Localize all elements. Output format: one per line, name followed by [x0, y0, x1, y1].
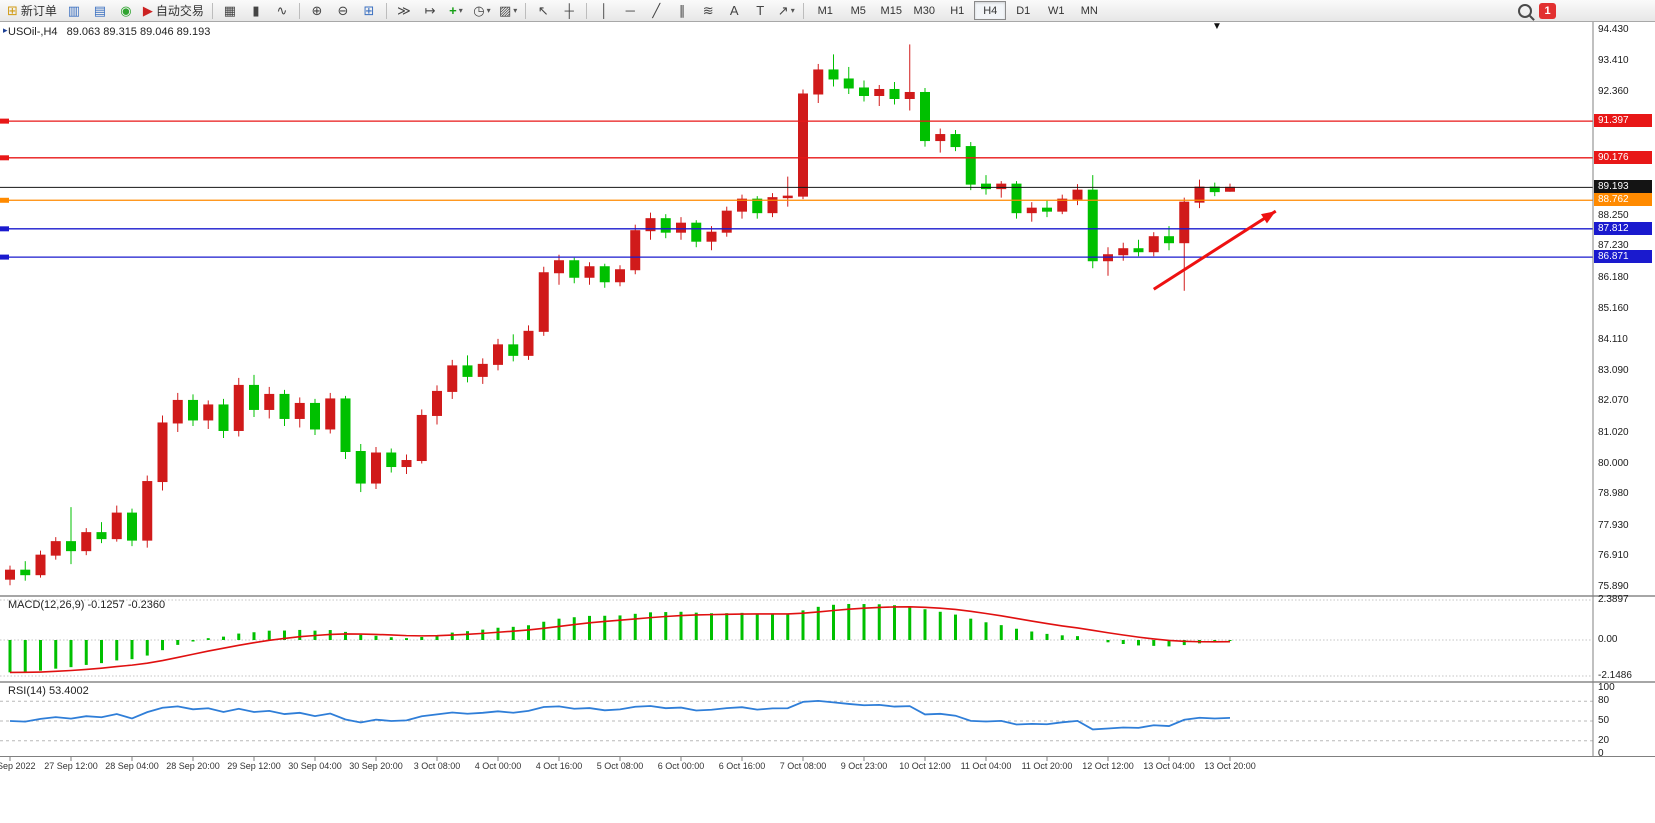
horizontal-line-icon: ─ — [625, 3, 635, 18]
data-window-button[interactable]: ▤ — [88, 1, 112, 21]
dropdown-caret-icon: ▾ — [513, 6, 518, 15]
trendline-icon: ╱ — [652, 3, 661, 18]
auto-scroll-icon: ≫ — [397, 3, 411, 18]
toolbar: ⊞ 新订单 ▥ ▤ ◉ ▶ 自动交易 ▦ ▮ ∿ ⊕ ⊖ ⊞ ≫ ↦ + ▾ ◷… — [0, 0, 1655, 22]
text-label-button[interactable]: T — [748, 1, 772, 21]
periods-clock-icon: ◷ — [473, 3, 485, 18]
chart-window — [0, 22, 1655, 823]
crosshair-button[interactable]: ┼ — [557, 1, 581, 21]
price-axis[interactable] — [1594, 22, 1655, 756]
cursor-button[interactable]: ↖ — [531, 1, 555, 21]
toolbar-separator — [211, 2, 213, 19]
templates-icon: ▨ — [498, 3, 512, 18]
autotrading-button[interactable]: ▶ 自动交易 — [140, 1, 207, 21]
timeframe-button-W1[interactable]: W1 — [1048, 4, 1065, 17]
time-axis-border — [0, 756, 1655, 757]
timeframe-button-D1[interactable]: D1 — [1016, 4, 1031, 17]
fibonacci-button[interactable]: ≋ — [696, 1, 720, 21]
notification-badge[interactable]: 1 — [1539, 2, 1556, 19]
zoom-in-button[interactable]: ⊕ — [305, 1, 329, 21]
timeframe-button-M1[interactable]: M1 — [817, 4, 833, 17]
vertical-line-icon: │ — [600, 3, 609, 18]
market-watch-button[interactable]: ▥ — [62, 1, 86, 21]
candlestick-chart-button[interactable]: ▮ — [244, 1, 268, 21]
indicators-button[interactable]: + ▾ — [444, 1, 468, 21]
auto-scroll-button[interactable]: ≫ — [392, 1, 416, 21]
timeframe-button-H4[interactable]: H4 — [974, 1, 1007, 20]
new-order-label: 新订单 — [20, 4, 57, 18]
fibonacci-icon: ≋ — [702, 3, 714, 18]
chart-shift-button[interactable]: ↦ — [418, 1, 442, 21]
timeframe-button-MN[interactable]: MN — [1080, 4, 1098, 17]
trendline-button[interactable]: ╱ — [644, 1, 668, 21]
timeframe-group: M1 M5 M15 M30 H1 H4 D1 W1 MN — [809, 1, 1105, 20]
rsi-panel[interactable] — [0, 683, 1655, 756]
new-order-icon: ⊞ — [7, 3, 18, 18]
main-chart-panel[interactable] — [0, 22, 1655, 595]
candlestick-chart-icon: ▮ — [252, 3, 260, 18]
toolbar-separator — [525, 2, 527, 19]
toolbar-separator — [385, 2, 387, 19]
timeframe-button-M15[interactable]: M15 — [880, 4, 902, 17]
market-watch-icon: ▥ — [67, 3, 81, 18]
channel-button[interactable]: ∥ — [670, 1, 694, 21]
panel-divider[interactable] — [0, 595, 1655, 597]
cursor-icon: ↖ — [537, 3, 549, 18]
data-window-icon: ▤ — [93, 3, 107, 18]
arrows-button[interactable]: ↗ ▾ — [774, 1, 798, 21]
dropdown-caret-icon: ▾ — [458, 6, 463, 15]
zoom-in-icon: ⊕ — [311, 3, 323, 18]
toolbar-separator — [803, 2, 805, 19]
periods-button[interactable]: ◷ ▾ — [470, 1, 494, 21]
search-icon — [1518, 3, 1532, 18]
line-chart-icon: ∿ — [276, 3, 288, 18]
chart-shift-icon: ↦ — [424, 3, 436, 18]
text-button[interactable]: A — [722, 1, 746, 21]
arrows-icon: ↗ — [777, 3, 789, 18]
panel-divider[interactable] — [0, 681, 1655, 683]
autotrading-icon: ▶ — [142, 3, 153, 18]
zoom-out-button[interactable]: ⊖ — [331, 1, 355, 21]
new-order-button[interactable]: ⊞ 新订单 — [4, 1, 60, 21]
navigator-button[interactable]: ◉ — [114, 1, 138, 21]
search-button[interactable] — [1513, 1, 1537, 21]
timeframe-button-M30[interactable]: M30 — [913, 4, 935, 17]
toolbar-separator — [586, 2, 588, 19]
bar-chart-button[interactable]: ▦ — [218, 1, 242, 21]
toolbar-separator — [298, 2, 300, 19]
timeframe-button-M5[interactable]: M5 — [850, 4, 866, 17]
dropdown-caret-icon: ▾ — [790, 6, 795, 15]
line-chart-button[interactable]: ∿ — [270, 1, 294, 21]
text-label-icon: T — [756, 3, 765, 18]
zoom-out-icon: ⊖ — [337, 3, 349, 18]
dropdown-caret-icon: ▾ — [486, 6, 491, 15]
channel-icon: ∥ — [679, 3, 686, 18]
horizontal-line-button[interactable]: ─ — [618, 1, 642, 21]
crosshair-icon: ┼ — [564, 3, 574, 18]
bar-chart-icon: ▦ — [223, 3, 237, 18]
timeframe-button-H1[interactable]: H1 — [950, 4, 965, 17]
navigator-icon: ◉ — [120, 3, 132, 18]
indicators-add-icon: + — [449, 3, 457, 18]
macd-panel[interactable] — [0, 597, 1655, 681]
templates-button[interactable]: ▨ ▾ — [496, 1, 520, 21]
text-icon: A — [729, 3, 739, 18]
tile-windows-icon: ⊞ — [363, 3, 375, 18]
vertical-line-button[interactable]: │ — [592, 1, 616, 21]
autotrading-label: 自动交易 — [155, 4, 204, 18]
time-axis[interactable] — [0, 757, 1655, 801]
tile-windows-button[interactable]: ⊞ — [357, 1, 381, 21]
